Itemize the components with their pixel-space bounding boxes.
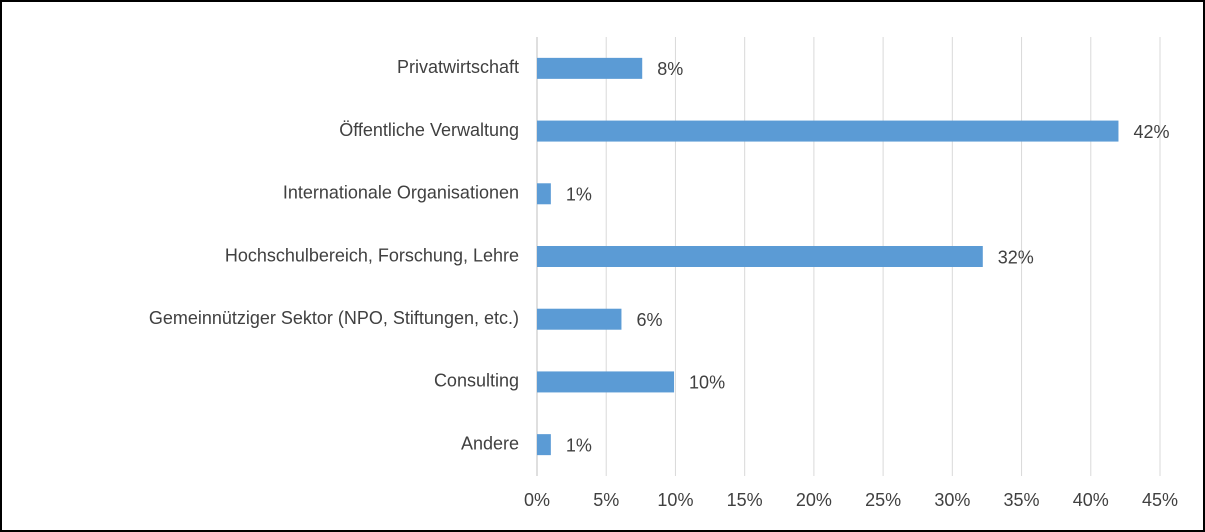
y-tick-label: Privatwirtschaft bbox=[397, 57, 519, 77]
bar bbox=[537, 371, 675, 393]
x-tick-label: 30% bbox=[934, 490, 970, 510]
x-tick-label: 35% bbox=[1004, 490, 1040, 510]
bar bbox=[537, 57, 643, 79]
y-tick-label: Hochschulbereich, Forschung, Lehre bbox=[225, 245, 519, 265]
x-tick-label: 45% bbox=[1142, 490, 1178, 510]
bar bbox=[537, 308, 622, 330]
bar bbox=[537, 120, 1119, 142]
bar bbox=[537, 183, 551, 205]
bar bbox=[537, 434, 551, 456]
data-label: 42% bbox=[1133, 122, 1169, 142]
y-tick-label: Internationale Organisationen bbox=[283, 183, 519, 203]
data-label: 6% bbox=[636, 310, 662, 330]
y-tick-label: Öffentliche Verwaltung bbox=[339, 120, 519, 140]
bar bbox=[537, 246, 983, 267]
data-label: 8% bbox=[657, 59, 683, 79]
x-tick-label: 0% bbox=[524, 490, 550, 510]
data-label: 10% bbox=[689, 373, 725, 393]
x-tick-label: 10% bbox=[657, 490, 693, 510]
data-label: 32% bbox=[998, 247, 1034, 267]
y-tick-label: Andere bbox=[461, 433, 519, 453]
data-label: 1% bbox=[566, 435, 592, 455]
data-label: 1% bbox=[566, 185, 592, 205]
x-tick-label: 25% bbox=[865, 490, 901, 510]
x-tick-label: 15% bbox=[727, 490, 763, 510]
y-tick-label: Consulting bbox=[434, 371, 519, 391]
y-tick-label: Gemeinnütziger Sektor (NPO, Stiftungen, … bbox=[149, 308, 519, 328]
x-tick-label: 20% bbox=[796, 490, 832, 510]
x-tick-label: 40% bbox=[1073, 490, 1109, 510]
x-tick-label: 5% bbox=[593, 490, 619, 510]
